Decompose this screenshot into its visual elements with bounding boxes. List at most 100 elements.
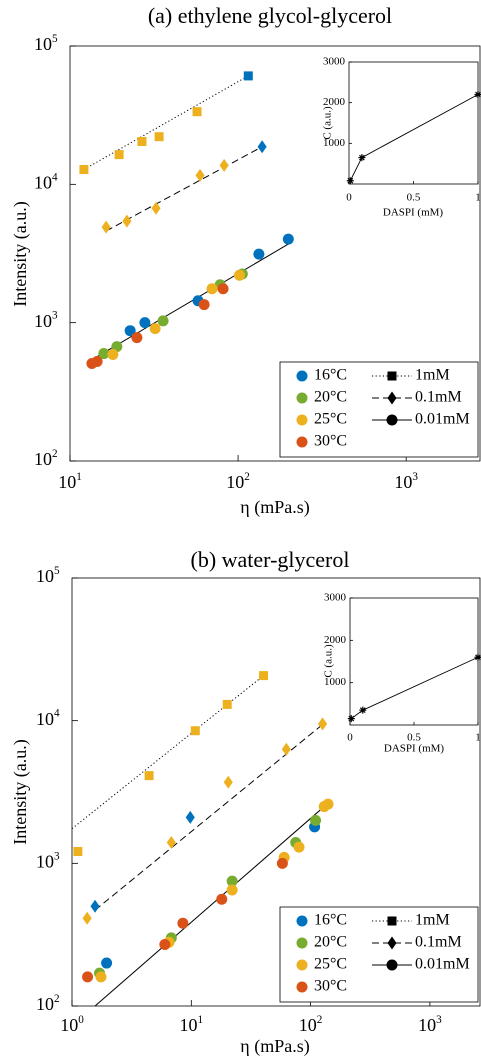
x-tick-label: 101 (58, 471, 82, 493)
legend-box (279, 906, 479, 1003)
marker-circle (296, 915, 308, 927)
x-tick-label: 0.5 (407, 192, 421, 204)
marker-circle (296, 414, 308, 426)
marker-diamond (101, 220, 111, 234)
fit-line (105, 146, 263, 232)
legend-label: 20°C (314, 934, 347, 951)
x-tick-exponent: 3 (412, 471, 418, 483)
marker-diamond (257, 140, 267, 154)
legend-label: 0.1mM (415, 389, 462, 406)
legend-label: 1mM (415, 912, 450, 929)
y-axis-label: Intensity (a.u.) (10, 201, 31, 306)
y-tick-label: 102 (36, 993, 60, 1015)
marker-square (243, 71, 253, 81)
y-tick-label: 3000 (323, 56, 346, 68)
marker-circle (226, 884, 238, 896)
y-tick-exponent: 4 (54, 707, 60, 719)
y-tick-exponent: 3 (52, 309, 58, 321)
marker-circle (296, 959, 308, 971)
marker-diamond (281, 742, 291, 756)
marker-circle (234, 269, 246, 281)
y-tick-label: 105 (34, 33, 58, 55)
y-tick-label: 2000 (324, 634, 347, 646)
x-tick-label: 103 (394, 471, 418, 493)
y-tick-exponent: 2 (54, 993, 60, 1005)
legend-box (279, 361, 479, 458)
y-axis-label: C (a.u.) (323, 644, 335, 678)
legend-label: 0.01mM (415, 411, 470, 428)
marker-circle (139, 317, 151, 329)
marker-asterisk (346, 177, 354, 185)
y-axis-label: C (a.u.) (322, 106, 334, 140)
marker-square (73, 847, 83, 857)
marker-circle (101, 957, 113, 969)
marker-circle (253, 248, 265, 260)
marker-circle (149, 323, 161, 335)
legend-label: 1mM (415, 367, 450, 384)
marker-square (387, 371, 397, 381)
marker-diamond (318, 717, 328, 731)
x-tick-exponent: 2 (244, 471, 250, 483)
y-tick-label: 103 (36, 850, 60, 872)
marker-square (114, 150, 124, 160)
x-tick-label: 100 (60, 1014, 84, 1036)
fit-line (94, 724, 323, 911)
marker-circle (296, 370, 308, 382)
marker-circle (159, 938, 171, 950)
marker-circle (226, 875, 238, 887)
marker-circle (386, 414, 398, 426)
marker-circle (107, 348, 119, 360)
plot-area (348, 61, 479, 185)
marker-square (144, 771, 154, 781)
marker-diamond (223, 775, 233, 789)
fit-line (83, 75, 249, 170)
marker-square (259, 671, 269, 681)
x-tick-label: 1 (475, 732, 481, 744)
marker-diamond (122, 214, 132, 228)
marker-diamond (387, 391, 397, 405)
y-axis-label: Intensity (a.u.) (10, 739, 31, 844)
marker-square (190, 726, 200, 736)
y-tick-label: 2000 (323, 96, 346, 108)
x-tick-label: 101 (180, 1014, 204, 1036)
marker-diamond (166, 835, 176, 849)
y-tick-label: 3000 (324, 592, 347, 604)
marker-circle (98, 348, 110, 360)
marker-circle (296, 436, 308, 448)
x-tick-exponent: 0 (78, 1014, 84, 1026)
marker-square (222, 699, 232, 709)
chart-title: (a) ethylene glycol-glycerol (148, 3, 392, 28)
x-tick-exponent: 1 (198, 1014, 204, 1026)
x-tick-label: 102 (226, 471, 250, 493)
marker-circle (322, 798, 334, 810)
fit-line (91, 243, 289, 361)
marker-circle (276, 857, 288, 869)
chart-title: (b) water-glycerol (191, 547, 350, 572)
marker-circle (296, 392, 308, 404)
x-axis-label: DASPI (mM) (384, 743, 445, 755)
y-tick-label: 104 (34, 171, 58, 193)
marker-circle (282, 233, 294, 245)
marker-circle (91, 355, 103, 367)
marker-square (79, 165, 89, 175)
x-tick-exponent: 2 (317, 1014, 323, 1026)
marker-circle (206, 283, 218, 295)
y-tick-label: 105 (36, 565, 60, 587)
marker-circle (386, 959, 398, 971)
y-tick-exponent: 4 (52, 171, 58, 183)
marker-diamond (151, 201, 161, 215)
legend-label: 16°C (314, 367, 347, 384)
y-tick-exponent: 3 (54, 850, 60, 862)
marker-circle (157, 315, 169, 327)
x-axis-label: DASPI (mM) (383, 207, 444, 219)
y-tick-exponent: 5 (54, 565, 60, 577)
marker-asterisk (347, 715, 355, 723)
marker-circle (198, 299, 210, 311)
marker-square (387, 916, 397, 926)
y-tick-label: 103 (34, 309, 58, 331)
y-tick-exponent: 5 (52, 33, 58, 45)
legend-label: 30°C (314, 433, 347, 450)
legend-label: 20°C (314, 389, 347, 406)
marker-square (137, 137, 147, 147)
marker-circle (177, 917, 189, 929)
